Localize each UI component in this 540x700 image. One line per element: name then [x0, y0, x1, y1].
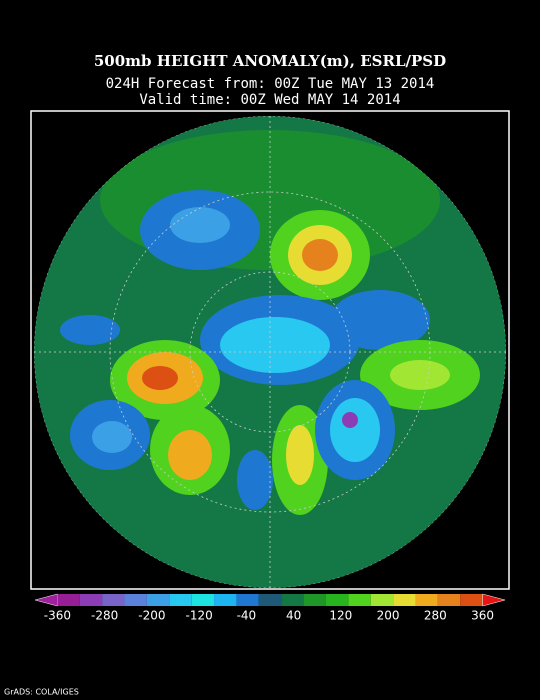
- colorbar-bin: [79, 594, 103, 606]
- colorbar-bin: [57, 594, 80, 606]
- colorbar-bin: [348, 594, 371, 606]
- colorbar-bin: [370, 594, 394, 606]
- colorbar-bin: [325, 594, 349, 606]
- colorbar-label: -40: [237, 609, 257, 623]
- colorbar: -360 -280 -200 -120 -40 40 120 200 280 360: [34, 593, 506, 623]
- colorbar-bin: [415, 594, 438, 606]
- colorbar-bin: [437, 594, 461, 606]
- colorbar-label: 200: [377, 609, 400, 623]
- colorbar-bin: [236, 594, 259, 606]
- colorbar-bin: [258, 594, 282, 606]
- colorbar-bin: [303, 594, 326, 606]
- colorbar-label: 120: [329, 609, 352, 623]
- colorbar-arrow: [34, 593, 58, 607]
- colorbar-label: 40: [286, 609, 301, 623]
- subtitle: 024H Forecast from: 00Z Tue MAY 13 2014: [106, 76, 435, 92]
- colorbar-bin: [393, 594, 416, 606]
- colorbar-bin: [102, 594, 125, 606]
- colorbar-label: 360: [471, 609, 494, 623]
- valid-time: Valid time: 00Z Wed MAY 14 2014: [139, 92, 400, 108]
- colorbar-bin: [146, 594, 170, 606]
- colorbar-bin: [169, 594, 192, 606]
- colorbar-bin: [191, 594, 215, 606]
- title: 500mb HEIGHT ANOMALY(m), ESRL/PSD: [94, 52, 446, 70]
- colorbar-label: -360: [44, 609, 71, 623]
- colorbar-bin: [460, 594, 483, 606]
- colorbar-label: -280: [91, 609, 118, 623]
- colorbar-label: -120: [186, 609, 213, 623]
- colorbar-label: -200: [138, 609, 165, 623]
- colorbar-bin: [214, 594, 237, 606]
- map: [34, 116, 506, 588]
- colorbar-label: 280: [424, 609, 447, 623]
- colorbar-bin: [281, 594, 304, 606]
- colorbar-arrow: [482, 593, 506, 607]
- credit: GrADS: COLA/IGES: [4, 688, 79, 697]
- colorbar-bin: [124, 594, 147, 606]
